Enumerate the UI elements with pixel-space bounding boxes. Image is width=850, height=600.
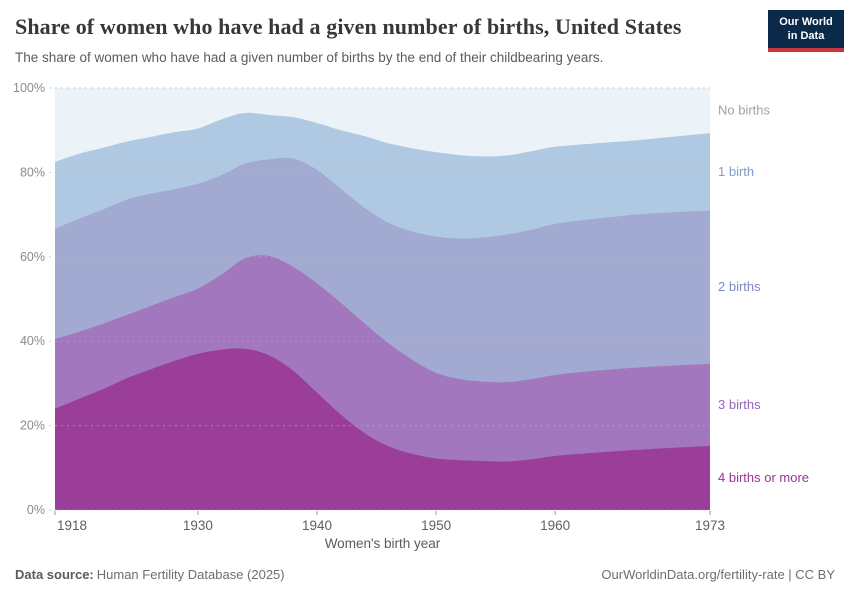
series-label-2-births: 2 births — [718, 279, 761, 294]
x-axis-title: Women's birth year — [325, 536, 441, 551]
x-tick-label-1950: 1950 — [421, 518, 451, 533]
y-tick-label-60: 60% — [20, 250, 45, 264]
x-tick-label-1918: 1918 — [57, 518, 87, 533]
x-tick-label-1930: 1930 — [183, 518, 213, 533]
series-label-1-birth: 1 birth — [718, 164, 754, 179]
owid-logo-line1: Our World — [779, 16, 833, 28]
owid-logo: Our World in Data — [768, 10, 844, 52]
page-title: Share of women who have had a given numb… — [15, 14, 682, 39]
data-source: Data source: Human Fertility Database (20… — [15, 567, 285, 582]
y-tick-label-40: 40% — [20, 334, 45, 348]
y-tick-label-80: 80% — [20, 165, 45, 179]
data-source-label: Data source: — [15, 567, 94, 582]
page-subtitle: The share of women who have had a given … — [15, 50, 604, 65]
series-label-4-births-or-more: 4 births or more — [718, 470, 809, 485]
chart-footer: Data source: Human Fertility Database (20… — [15, 567, 835, 582]
x-tick-label-1940: 1940 — [302, 518, 332, 533]
data-source-value: Human Fertility Database (2025) — [96, 567, 285, 582]
footer-link[interactable]: OurWorldinData.org/fertility-rate | CC B… — [601, 567, 835, 582]
owid-logo-line2: in Data — [787, 30, 825, 43]
area-4-births-or-more[interactable] — [55, 348, 710, 510]
x-tick-label-1973: 1973 — [695, 518, 725, 533]
y-tick-label-100: 100% — [13, 81, 45, 95]
y-tick-label-20: 20% — [20, 419, 45, 433]
x-tick-label-1960: 1960 — [540, 518, 570, 533]
y-tick-label-0: 0% — [27, 503, 45, 517]
series-label-3-births: 3 births — [718, 397, 761, 412]
series-label-no-births: No births — [718, 103, 771, 118]
